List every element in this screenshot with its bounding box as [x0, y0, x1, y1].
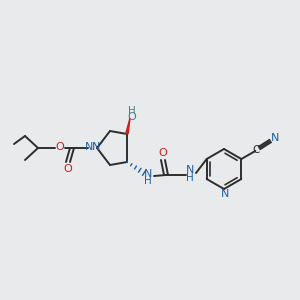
Polygon shape: [126, 118, 130, 134]
Text: O: O: [64, 164, 72, 174]
Text: H: H: [186, 173, 194, 183]
Text: O: O: [56, 142, 64, 152]
Text: O: O: [128, 112, 136, 122]
Text: H: H: [128, 106, 136, 116]
Text: H: H: [144, 176, 152, 186]
Text: O: O: [159, 148, 167, 158]
Text: N: N: [144, 169, 152, 179]
Text: N: N: [85, 142, 93, 152]
Text: N: N: [221, 189, 229, 199]
Text: N: N: [271, 133, 280, 143]
Text: C: C: [253, 145, 260, 155]
Text: N: N: [92, 142, 100, 152]
Text: N: N: [186, 165, 194, 175]
